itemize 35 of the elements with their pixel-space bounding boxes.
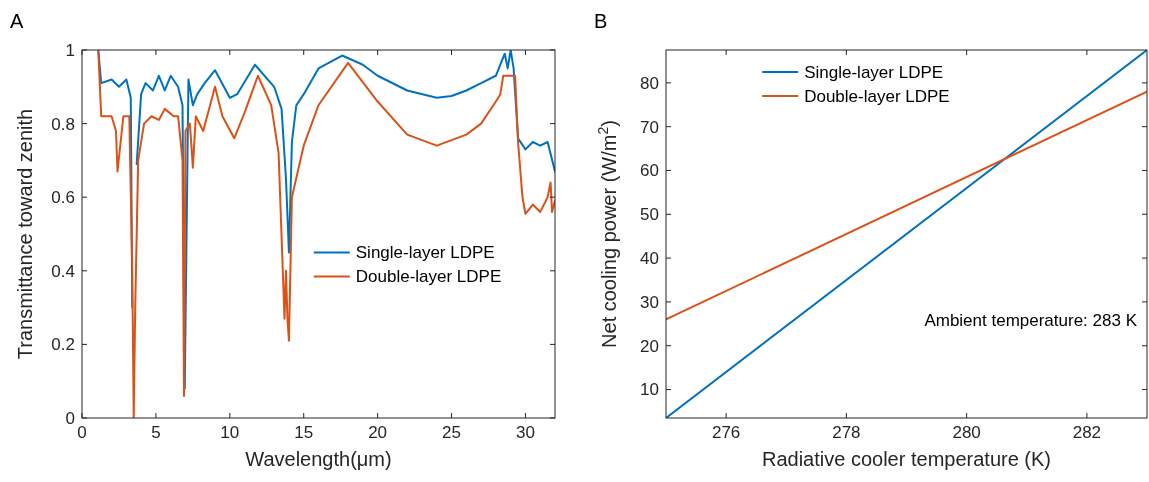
- y-tick-label: 40: [640, 249, 659, 269]
- y-tick-label: 1: [65, 40, 75, 60]
- y-tick-label: 0: [65, 408, 75, 428]
- x-tick-label: 276: [711, 423, 741, 442]
- legend-label: Double-layer LDPE: [804, 86, 950, 106]
- y-tick-label: 0.2: [51, 335, 75, 355]
- legend-label: Single-layer LDPE: [804, 62, 944, 82]
- x-tick-label: 20: [368, 423, 388, 442]
- y-tick-label: 30: [640, 292, 659, 312]
- annotation: Ambient temperature: 283 K: [924, 311, 1138, 330]
- x-tick-label: 25: [442, 423, 461, 442]
- x-tick-label: 15: [294, 423, 314, 442]
- x-axis-title: Wavelength(μm): [245, 448, 392, 470]
- y-tick-label: 80: [640, 73, 659, 93]
- y-tick-label: 50: [640, 205, 659, 225]
- x-tick-label: 0: [77, 423, 87, 442]
- legend-label: Single-layer LDPE: [355, 243, 495, 263]
- x-tick-label: 282: [1072, 423, 1102, 442]
- x-tick-label: 278: [832, 423, 861, 442]
- y-axis-title: Transmittance toward zenith: [14, 108, 36, 360]
- y-tick-label: 0.8: [51, 114, 75, 134]
- x-tick-label: 280: [952, 423, 981, 442]
- y-tick-label: 0.4: [51, 261, 75, 281]
- chart-title: A: [10, 10, 24, 32]
- y-tick-label: 60: [640, 161, 659, 181]
- x-tick-label: 10: [220, 423, 240, 442]
- y-tick-label: 70: [640, 117, 659, 137]
- chart-title: B: [594, 10, 608, 32]
- x-tick-label: 30: [515, 423, 535, 442]
- x-axis-title: Radiative cooler temperature (K): [761, 448, 1052, 470]
- y-tick-label: 0.6: [51, 188, 75, 208]
- y-tick-label: 20: [640, 336, 659, 356]
- x-tick-label: 5: [151, 423, 161, 442]
- y-tick-label: 10: [640, 380, 659, 400]
- legend-label: Double-layer LDPE: [355, 267, 502, 287]
